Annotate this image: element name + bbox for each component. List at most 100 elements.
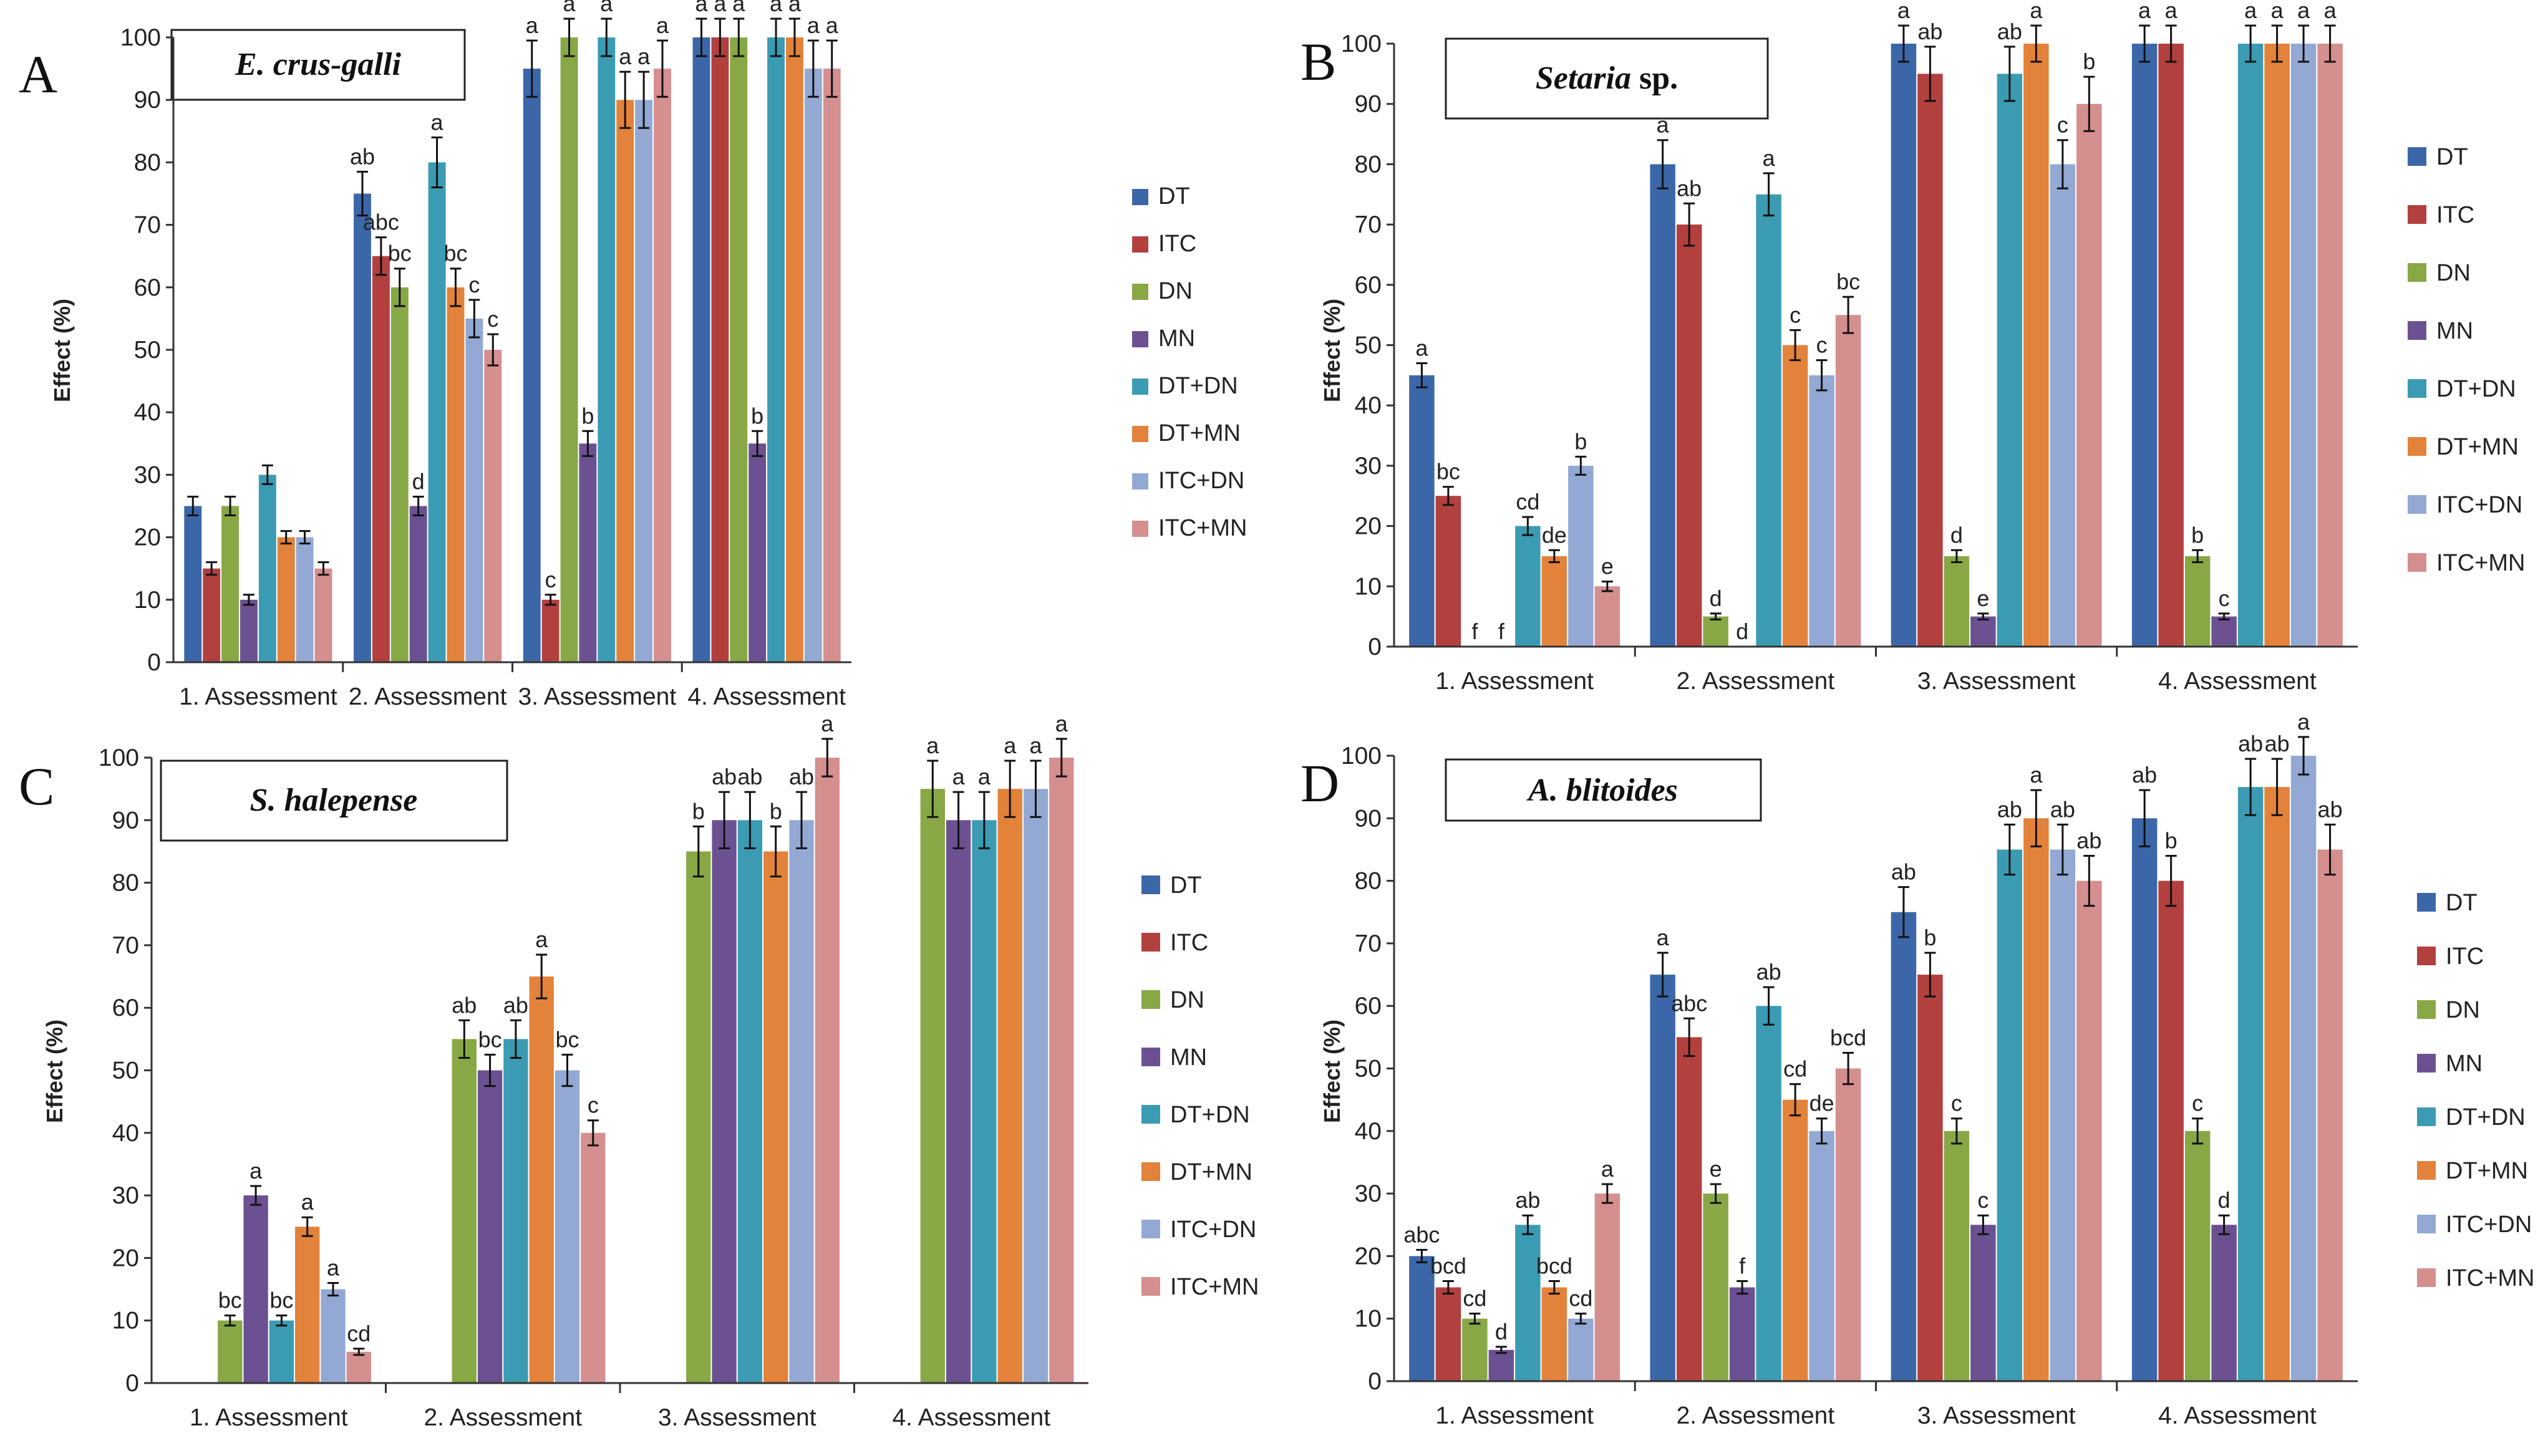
legend-swatch — [1141, 990, 1160, 1009]
significance-label: a — [619, 44, 632, 69]
panel-b: B Setaria sp. Effect (%) 0 10 20 30 40 50 60 70… — [1301, 0, 2526, 695]
significance-label: a — [926, 733, 939, 758]
y-tick-label: 20 — [1355, 513, 1382, 540]
bar-mn — [1729, 1287, 1755, 1381]
bar-dn — [2184, 556, 2211, 647]
bar-dt-mn — [1782, 1099, 1808, 1381]
significance-label: b — [770, 798, 782, 824]
bar-dt-dn — [258, 475, 276, 662]
legend-item-label: MN — [2436, 318, 2473, 344]
bar-itc — [1676, 224, 1702, 647]
legend-item-label: DT+DN — [1158, 373, 1238, 399]
significance-label: a — [714, 0, 727, 16]
bar-dt-dn — [503, 1039, 528, 1383]
legend-swatch — [2417, 1215, 2436, 1233]
significance-label: a — [656, 12, 669, 38]
significance-label: b — [581, 403, 594, 428]
significance-label: ab — [712, 764, 737, 789]
bar-dt — [1650, 164, 1675, 647]
significance-label: e — [1977, 586, 1989, 611]
bar-mn — [712, 820, 737, 1383]
panel-a-title: E. crus-galli — [235, 47, 401, 82]
panel-a-error-bars — [187, 17, 838, 606]
panel-d-title-box — [1445, 758, 1762, 822]
significance-label: c — [487, 306, 498, 332]
significance-label: ab — [1677, 175, 1702, 201]
bar-itc-dn — [2050, 849, 2076, 1381]
x-category-label: 3. Assessment — [1917, 1402, 2076, 1429]
x-category-label: 3. Assessment — [518, 683, 677, 710]
significance-label: ab — [350, 143, 375, 169]
significance-label: a — [1004, 733, 1017, 758]
bar-dt-dn — [972, 820, 997, 1383]
bar-dn — [1703, 616, 1728, 647]
panel-a-ylabel: Effect (%) — [49, 299, 75, 402]
bar-itc — [541, 599, 559, 662]
significance-label: a — [1657, 112, 1670, 138]
significance-label: a — [732, 0, 745, 16]
significance-label: c — [1790, 302, 1801, 327]
legend-item-label: ITC — [2436, 202, 2474, 228]
significance-label: e — [1601, 554, 1614, 579]
panel-a-bars — [184, 37, 841, 663]
panel-d-bars — [1409, 756, 2343, 1381]
y-tick-label: 20 — [112, 1245, 139, 1271]
significance-label: bc — [218, 1288, 242, 1313]
significance-label: a — [2324, 0, 2337, 23]
y-tick-label: 50 — [1355, 332, 1382, 359]
x-category-label: 4. Assessment — [2158, 668, 2317, 695]
legend-swatch — [1141, 1162, 1160, 1181]
significance-label: a — [1897, 0, 1911, 23]
y-tick-label: 30 — [112, 1182, 139, 1209]
legend-swatch — [1132, 236, 1148, 253]
bar-itc-dn — [465, 318, 483, 662]
significance-label: cd — [1516, 489, 1539, 514]
significance-label: a — [1657, 925, 1670, 950]
bar-dt — [2131, 44, 2158, 647]
y-tick-label: 60 — [1355, 272, 1382, 299]
y-tick-label: 0 — [125, 1370, 139, 1397]
y-tick-label: 10 — [1355, 1306, 1382, 1333]
bar-mn — [2211, 1225, 2237, 1381]
y-tick-label: 40 — [112, 1120, 139, 1147]
panel-b-bars — [1409, 44, 2343, 647]
bar-dt — [1409, 375, 1435, 647]
panel-c-error-bars — [224, 738, 1067, 1356]
significance-label: e — [1710, 1156, 1722, 1182]
bar-itc-dn — [2290, 44, 2317, 647]
significance-label: cd — [1569, 1286, 1592, 1311]
legend-item-label: MN — [1170, 1044, 1207, 1071]
significance-label: a — [807, 12, 820, 38]
significance-label: ab — [503, 992, 528, 1018]
significance-label: ab — [1997, 19, 2022, 44]
significance-label: bc — [478, 1026, 502, 1052]
legend-swatch — [2408, 495, 2426, 514]
legend-swatch — [1132, 189, 1148, 205]
legend-swatch — [1132, 331, 1148, 347]
significance-label: d — [1710, 586, 1722, 611]
y-tick-label: 30 — [1355, 453, 1382, 480]
panel-d-legend: DT ITC DN MN DT+DN DT+MN ITC+DN ITC+MN — [2417, 890, 2535, 1291]
significance-label: c — [1977, 1187, 1989, 1213]
bar-dn — [1944, 556, 1970, 647]
y-tick-label: 40 — [1355, 392, 1382, 419]
y-tick-label: 90 — [1355, 805, 1382, 832]
significance-label: c — [1816, 332, 1828, 358]
significance-label: ab — [2076, 827, 2101, 853]
panel-c-letter: C — [19, 756, 54, 816]
significance-label: de — [1542, 522, 1567, 547]
legend-item-label: DN — [2446, 997, 2480, 1023]
legend-swatch — [1141, 875, 1160, 894]
panel-d-y-axis: 0 10 20 30 40 50 60 70 80 90 100 — [1341, 743, 1394, 1395]
y-tick-label: 0 — [1368, 634, 1382, 660]
legend-item-label: MN — [2446, 1051, 2483, 1077]
significance-label: d — [2218, 1187, 2231, 1213]
legend-swatch — [2417, 1107, 2436, 1126]
significance-label: b — [2083, 49, 2095, 74]
legend-swatch — [2408, 437, 2426, 456]
significance-label: ab — [2050, 796, 2075, 822]
panel-c-legend: DT ITC DN MN DT+DN DT+MN ITC+DN ITC+MN — [1141, 872, 1259, 1300]
significance-label: ab — [452, 992, 477, 1018]
